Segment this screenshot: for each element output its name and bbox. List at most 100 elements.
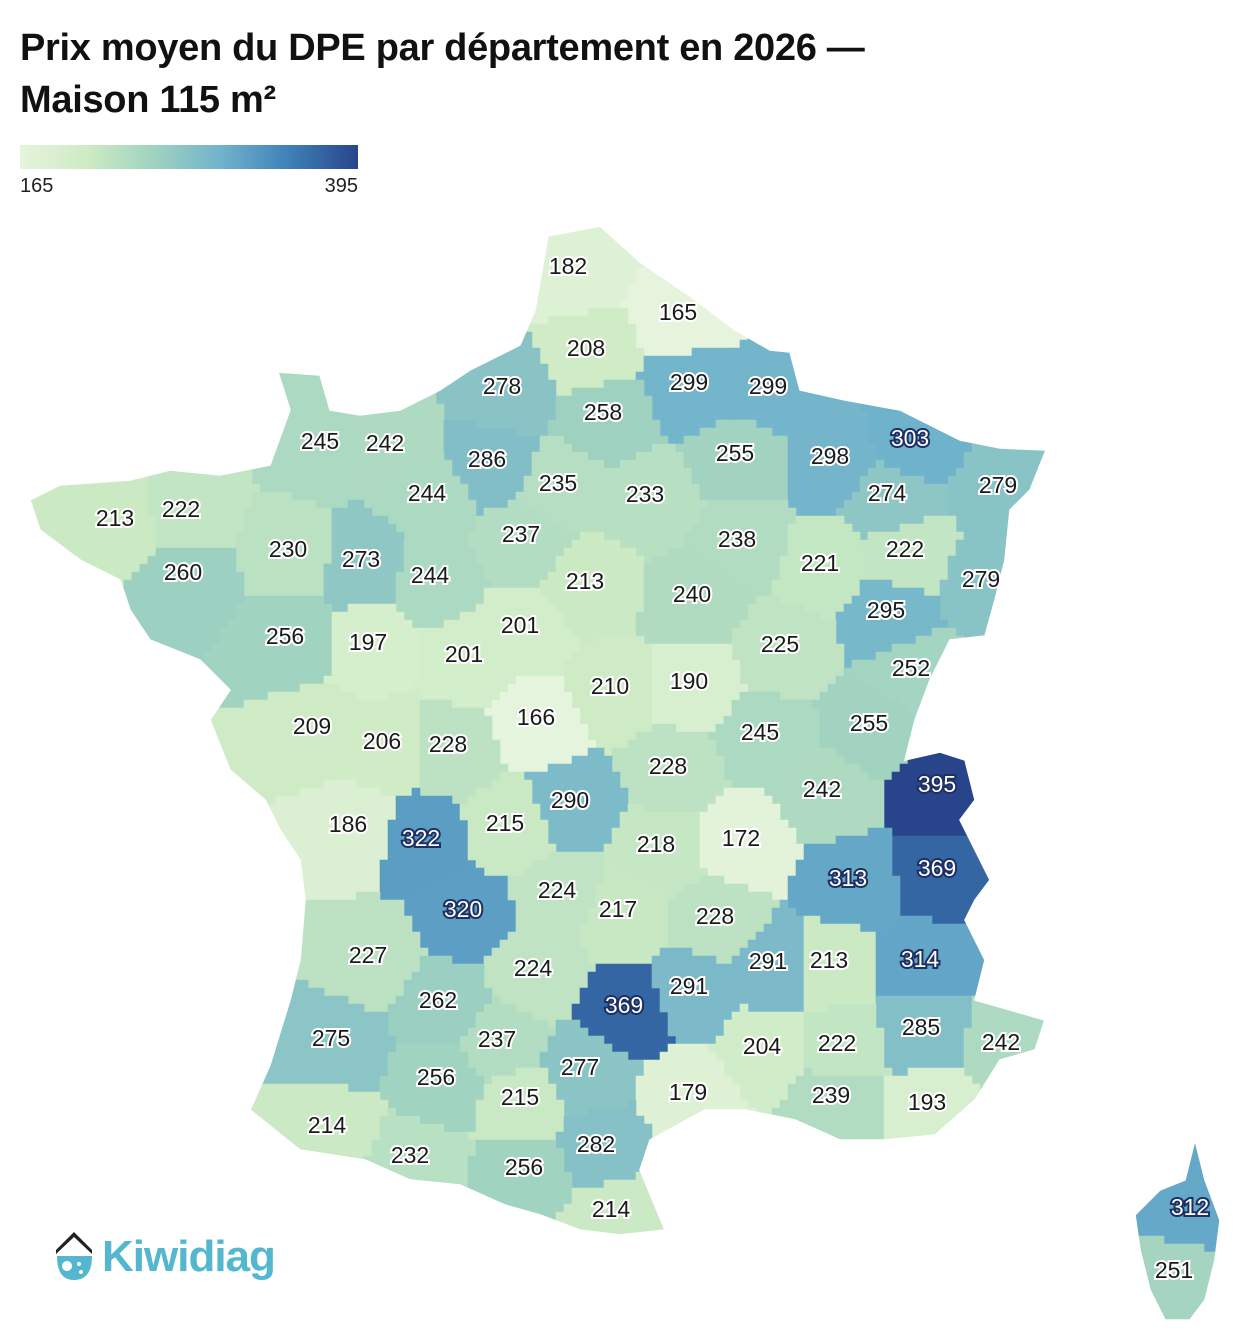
- legend-gradient-bar: [20, 145, 358, 169]
- department-region: [355, 243, 557, 437]
- department-value-label: 208: [567, 335, 605, 361]
- department-region: [419, 699, 509, 805]
- department-value-label: 320: [444, 896, 482, 922]
- department-value-label: 255: [850, 710, 888, 736]
- department-value-label: 291: [749, 948, 787, 974]
- chart-title: Prix moyen du DPE par département en 202…: [20, 22, 1020, 126]
- department-value-label: 238: [718, 526, 756, 552]
- department-value-label: 275: [312, 1025, 350, 1051]
- department-value-label: 213: [810, 947, 848, 973]
- department-value-label: 245: [741, 719, 779, 745]
- department-value-label: 235: [539, 470, 577, 496]
- department-regions: [30, 226, 1220, 1320]
- department-value-label: 182: [549, 253, 587, 279]
- department-region: [619, 226, 845, 357]
- department-region: [611, 723, 733, 813]
- department-value-label: 222: [886, 536, 924, 562]
- department-value-label: 230: [269, 536, 307, 562]
- department-value-label: 227: [349, 942, 387, 968]
- department-value-label: 282: [577, 1131, 615, 1157]
- department-value-label: 166: [517, 704, 555, 730]
- department-region: [947, 226, 1220, 581]
- department-value-label: 237: [478, 1026, 516, 1052]
- department-region: [115, 226, 365, 509]
- department-value-label: 217: [599, 896, 637, 922]
- department-value-label: 260: [164, 559, 202, 585]
- department-value-label: 206: [363, 728, 401, 754]
- department-cells: [30, 226, 1220, 1320]
- department-value-label: 256: [417, 1064, 455, 1090]
- department-value-label: 258: [584, 399, 622, 425]
- department-value-label: 224: [538, 877, 577, 903]
- department-value-label: 222: [162, 496, 200, 522]
- department-value-label: 237: [502, 521, 540, 547]
- department-value-label: 369: [605, 992, 643, 1018]
- legend-min-label: 165: [20, 175, 54, 197]
- department-value-label: 279: [962, 566, 1000, 592]
- department-value-label: 256: [266, 623, 304, 649]
- department-value-label: 213: [96, 505, 134, 531]
- department-value-label: 209: [293, 713, 331, 739]
- department-region: [771, 747, 885, 845]
- department-value-label: 242: [803, 776, 841, 802]
- department-value-label: 190: [670, 668, 708, 694]
- kiwidiag-logo: Kiwidiag: [52, 1228, 276, 1282]
- department-value-label: 228: [696, 903, 734, 929]
- department-value-label: 245: [301, 428, 339, 454]
- department-value-label: 286: [468, 446, 506, 472]
- department-value-label: 210: [591, 673, 629, 699]
- department-value-label: 222: [818, 1030, 856, 1056]
- department-value-label: 218: [637, 831, 675, 857]
- department-value-label: 322: [402, 825, 440, 851]
- department-region: [803, 1003, 893, 1077]
- brand-name: Kiwidiag: [102, 1232, 276, 1281]
- department-value-label: 197: [349, 629, 387, 655]
- department-value-label: 193: [908, 1089, 946, 1115]
- department-value-label: 228: [429, 731, 467, 757]
- department-value-label: 242: [982, 1029, 1020, 1055]
- department-value-label: 279: [979, 472, 1017, 498]
- department-value-label: 244: [411, 562, 450, 588]
- department-value-label: 285: [902, 1014, 940, 1040]
- department-value-label: 240: [673, 581, 711, 607]
- department-value-label: 213: [566, 568, 604, 594]
- department-value-label: 290: [551, 787, 589, 813]
- department-value-label: 225: [761, 631, 799, 657]
- department-region: [30, 547, 245, 829]
- department-value-label: 369: [918, 855, 956, 881]
- department-value-label: 215: [501, 1084, 539, 1110]
- department-value-label: 255: [716, 440, 754, 466]
- department-value-label: 298: [811, 443, 849, 469]
- department-value-label: 215: [486, 810, 524, 836]
- department-value-label: 201: [445, 641, 483, 667]
- title-line-2: Maison 115 m²: [20, 79, 276, 121]
- house-logo-icon: [56, 1232, 92, 1280]
- department-value-label: 313: [829, 865, 867, 891]
- department-value-label: 262: [419, 987, 457, 1013]
- department-value-label: 186: [329, 811, 367, 837]
- department-value-label: 228: [649, 753, 687, 779]
- department-value-label: 204: [743, 1033, 782, 1059]
- department-value-label: 395: [918, 771, 956, 797]
- title-line-1: Prix moyen du DPE par département en 202…: [20, 27, 865, 69]
- department-value-label: 274: [868, 480, 907, 506]
- department-value-label: 242: [366, 430, 404, 456]
- department-value-label: 233: [626, 481, 664, 507]
- department-value-label: 201: [501, 612, 539, 638]
- department-region: [731, 226, 925, 437]
- department-value-label: 224: [514, 955, 553, 981]
- country-outline: [29, 225, 1221, 1321]
- department-region: [867, 1067, 1117, 1320]
- department-value-label: 299: [749, 373, 787, 399]
- legend-max-label: 395: [324, 175, 358, 197]
- department-value-label: 256: [505, 1154, 543, 1180]
- department-value-label: 314: [901, 946, 940, 972]
- department-value-label: 251: [1155, 1257, 1193, 1283]
- department-value-label: 303: [891, 425, 929, 451]
- department-value-label: 291: [670, 973, 708, 999]
- department-value-label: 273: [342, 546, 380, 572]
- department-value-label: 244: [408, 480, 447, 506]
- department-value-label: 295: [867, 597, 905, 623]
- department-value-label: 179: [669, 1079, 707, 1105]
